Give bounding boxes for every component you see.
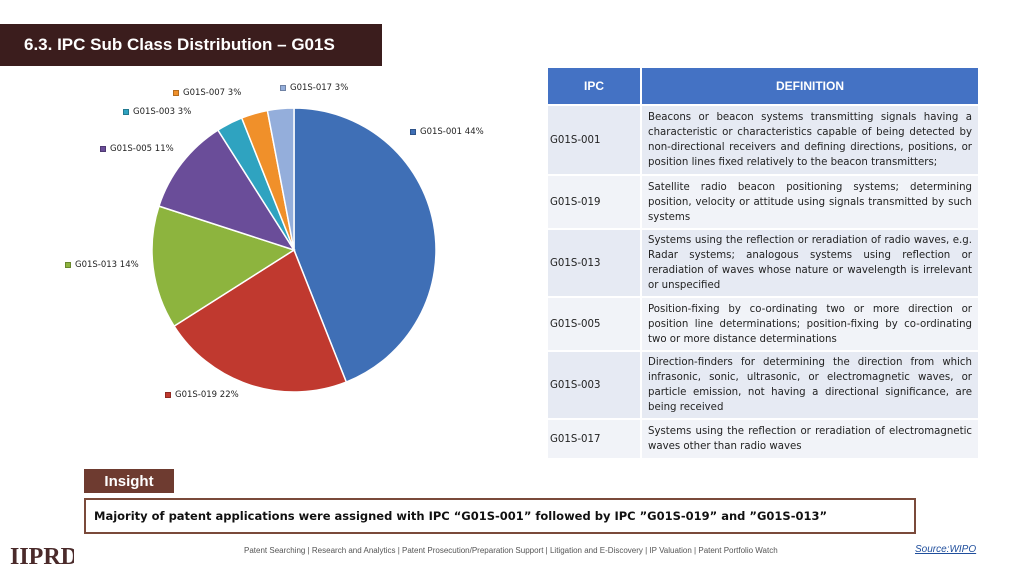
source-link[interactable]: Source:WIPO	[915, 544, 977, 555]
ipc-code-cell: G01S-017	[546, 418, 642, 460]
pie-slice-g01s-001	[293, 107, 437, 384]
pie-slice-g01s-013	[151, 205, 296, 328]
pie-slice-g01s-019	[173, 248, 348, 393]
pie-label-g01s-007: G01S-007 3%	[173, 88, 241, 98]
definition-cell: Direction-finders for determining the di…	[640, 350, 980, 420]
ipc-code-cell: G01S-001	[546, 104, 642, 176]
pie-label-text: G01S-019 22%	[175, 390, 239, 400]
ipc-definition-table: IPC DEFINITION G01S-001 Beacons or beaco…	[546, 66, 980, 460]
pie-label-text: G01S-013 14%	[75, 260, 139, 270]
pie-label-text: G01S-003 3%	[133, 107, 192, 117]
pie-label-text: G01S-005 11%	[110, 144, 174, 154]
legend-swatch	[165, 392, 171, 398]
legend-swatch	[123, 109, 129, 115]
pie-slice-g01s-005	[158, 129, 296, 252]
legend-swatch	[173, 90, 179, 96]
ipc-column-header: IPC	[546, 66, 642, 106]
legend-swatch	[280, 85, 286, 91]
pie-label-g01s-013: G01S-013 14%	[65, 260, 139, 270]
pie-chart: G01S-001 44% G01S-019 22% G01S-013 14% G01S…	[60, 70, 530, 430]
iiprd-logo: IIPRD	[10, 544, 74, 570]
legend-swatch	[65, 262, 71, 268]
insight-text: Majority of patent applications were ass…	[84, 498, 916, 534]
definition-cell: Systems using the reflection or reradiat…	[640, 228, 980, 298]
definition-column-header: DEFINITION	[640, 66, 980, 106]
table-row: G01S-003 Direction-finders for determini…	[546, 350, 980, 420]
legend-swatch	[100, 146, 106, 152]
pie-label-g01s-003: G01S-003 3%	[123, 107, 191, 117]
pie-label-g01s-019: G01S-019 22%	[165, 390, 239, 400]
pie-label-g01s-005: G01S-005 11%	[100, 144, 174, 154]
footer-services: Patent Searching | Research and Analytic…	[244, 546, 778, 555]
logo-text: IIPRD	[10, 544, 74, 570]
pie-chart-svg	[151, 107, 437, 393]
page-title: 6.3. IPC Sub Class Distribution – G01S	[0, 24, 382, 66]
ipc-code-cell: G01S-005	[546, 296, 642, 352]
pie-label-text: G01S-017 3%	[290, 83, 349, 93]
table-row: G01S-013 Systems using the reflection or…	[546, 228, 980, 298]
definition-cell: Position-fixing by co-ordinating two or …	[640, 296, 980, 352]
definition-cell: Beacons or beacon systems transmitting s…	[640, 104, 980, 176]
pie-label-g01s-017: G01S-017 3%	[280, 83, 348, 93]
definition-cell: Systems using the reflection or reradiat…	[640, 418, 980, 460]
pie-slice-g01s-017	[266, 107, 295, 251]
table-row: G01S-019 Satellite radio beacon position…	[546, 174, 980, 230]
pie-label-text: G01S-007 3%	[183, 88, 242, 98]
insight-tab: Insight	[84, 469, 174, 493]
pie-label-g01s-001: G01S-001 44%	[410, 127, 484, 137]
table-row: G01S-005 Position-fixing by co-ordinatin…	[546, 296, 980, 352]
table-header-row: IPC DEFINITION	[546, 66, 980, 106]
ipc-code-cell: G01S-003	[546, 350, 642, 420]
definition-cell: Satellite radio beacon positioning syste…	[640, 174, 980, 230]
table-row: G01S-001 Beacons or beacon systems trans…	[546, 104, 980, 176]
table-row: G01S-017 Systems using the reflection or…	[546, 418, 980, 460]
ipc-code-cell: G01S-019	[546, 174, 642, 230]
legend-swatch	[410, 129, 416, 135]
pie-label-text: G01S-001 44%	[420, 127, 484, 137]
ipc-code-cell: G01S-013	[546, 228, 642, 298]
